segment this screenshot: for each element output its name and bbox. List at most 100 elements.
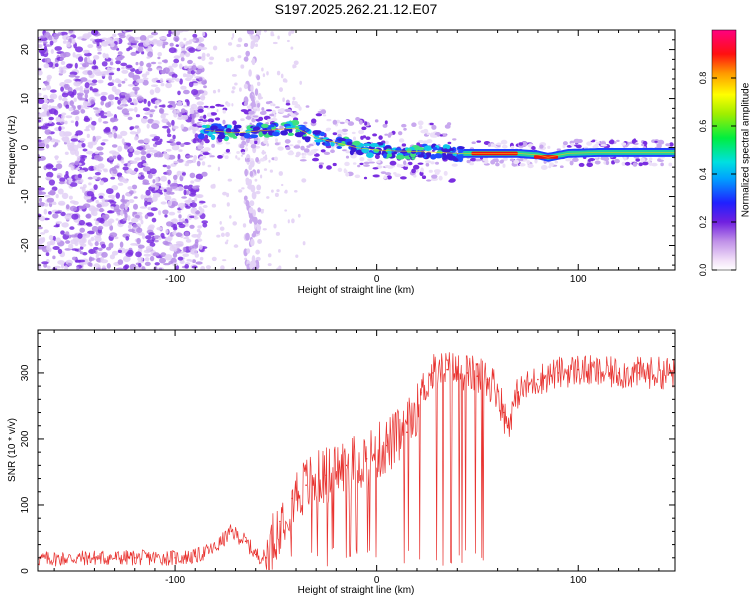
noise-column-blob (250, 35, 255, 40)
noise-blob (61, 114, 65, 119)
noise-blob (150, 184, 157, 188)
noise-blob (82, 233, 91, 238)
halo-blob (243, 110, 250, 115)
noise-column-blob (255, 35, 259, 43)
noise-blob (79, 85, 84, 91)
noise-blob (115, 192, 121, 199)
noise-blob (94, 236, 102, 243)
faint-dot (233, 244, 239, 248)
halo-blob (469, 162, 475, 166)
ridge-blob (387, 149, 392, 155)
snr-plot-area (38, 330, 675, 571)
noise-blob (120, 92, 127, 96)
faint-dot (292, 64, 296, 69)
noise-blob (72, 52, 76, 58)
halo-blob (491, 159, 495, 164)
noise-blob (93, 263, 100, 268)
halo-blob (299, 159, 307, 162)
noise-blob (164, 195, 172, 201)
faint-dot (262, 228, 267, 231)
ridge-blob (410, 150, 416, 154)
noise-blob (127, 108, 135, 112)
halo-blob (214, 117, 221, 121)
noise-blob (100, 115, 108, 119)
noise-blob (185, 52, 191, 58)
noise-blob (183, 65, 189, 69)
noise-blob (41, 87, 47, 91)
noise-blob (146, 212, 154, 217)
halo-blob (353, 136, 356, 141)
ridge-blob (336, 146, 343, 149)
noise-blob (54, 63, 59, 68)
halo-blob (197, 108, 204, 113)
noise-blob (61, 112, 67, 116)
noise-blob (88, 256, 93, 263)
halo-blob (232, 120, 237, 126)
halo-blob (367, 158, 373, 162)
noise-blob (64, 151, 69, 155)
noise-blob (192, 129, 196, 134)
noise-blob (152, 192, 161, 198)
noise-blob (189, 172, 196, 179)
halo-blob (448, 179, 456, 183)
noise-blob (149, 89, 155, 95)
noise-blob (145, 144, 150, 150)
faint-dot (228, 42, 233, 46)
halo-blob (339, 121, 345, 125)
noise-blob (108, 156, 114, 161)
halo-blob (269, 113, 275, 117)
noise-blob (103, 128, 111, 133)
noise-blob (201, 80, 207, 85)
noise-blob (192, 33, 198, 38)
noise-blob (185, 160, 194, 164)
noise-blob (172, 230, 177, 236)
noise-blob (44, 203, 49, 207)
noise-blob (149, 255, 155, 262)
noise-blob (140, 150, 147, 155)
halo-blob (605, 160, 610, 166)
noise-blob (38, 190, 43, 196)
spectrogram-ylabel: Frequency (Hz) (7, 116, 18, 185)
noise-blob (143, 98, 147, 104)
ridge-blob (442, 148, 451, 153)
noise-blob (157, 56, 161, 60)
noise-blob (127, 163, 131, 168)
noise-blob (87, 59, 93, 64)
noise-blob (65, 204, 70, 210)
noise-blob (38, 113, 46, 117)
noise-blob (134, 106, 138, 113)
noise-blob (99, 180, 105, 186)
noise-blob (79, 251, 84, 255)
noise-blob (38, 141, 43, 148)
faint-dot (225, 58, 230, 63)
noise-blob (119, 241, 124, 248)
ridge-blob (366, 152, 374, 159)
faint-dot (231, 267, 236, 270)
faint-dot (219, 226, 225, 231)
colorbar-tick-label: 0.4 (698, 168, 708, 181)
faint-dot (278, 171, 283, 176)
halo-blob (277, 146, 284, 151)
colorbar-gradient (712, 30, 736, 270)
noise-blob (92, 135, 96, 142)
noise-blob (144, 214, 149, 220)
faint-dot (280, 73, 284, 79)
faint-dot (208, 61, 213, 65)
noise-blob (123, 145, 129, 150)
halo-blob (209, 105, 215, 109)
noise-blob (192, 82, 199, 86)
snr-point (265, 557, 267, 559)
noise-blob (101, 197, 106, 203)
halo-blob (372, 174, 380, 178)
noise-blob (183, 189, 187, 196)
halo-blob (435, 161, 439, 165)
noise-blob (121, 69, 129, 74)
faint-dot (287, 219, 290, 224)
noise-blob (192, 138, 197, 144)
halo-blob (385, 172, 392, 176)
halo-blob (642, 161, 649, 166)
noise-blob (86, 150, 94, 155)
noise-blob (86, 133, 90, 138)
noise-blob (60, 86, 64, 92)
noise-blob (120, 130, 128, 136)
